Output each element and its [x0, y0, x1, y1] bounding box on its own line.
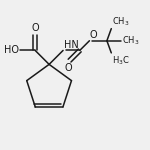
Text: O: O — [65, 63, 73, 73]
Text: CH$_3$: CH$_3$ — [112, 15, 129, 28]
Text: HN: HN — [64, 40, 79, 50]
Text: H$_3$C: H$_3$C — [112, 54, 130, 67]
Text: HO: HO — [4, 45, 19, 55]
Text: CH$_3$: CH$_3$ — [122, 34, 140, 47]
Text: O: O — [31, 23, 39, 33]
Text: O: O — [90, 30, 97, 40]
